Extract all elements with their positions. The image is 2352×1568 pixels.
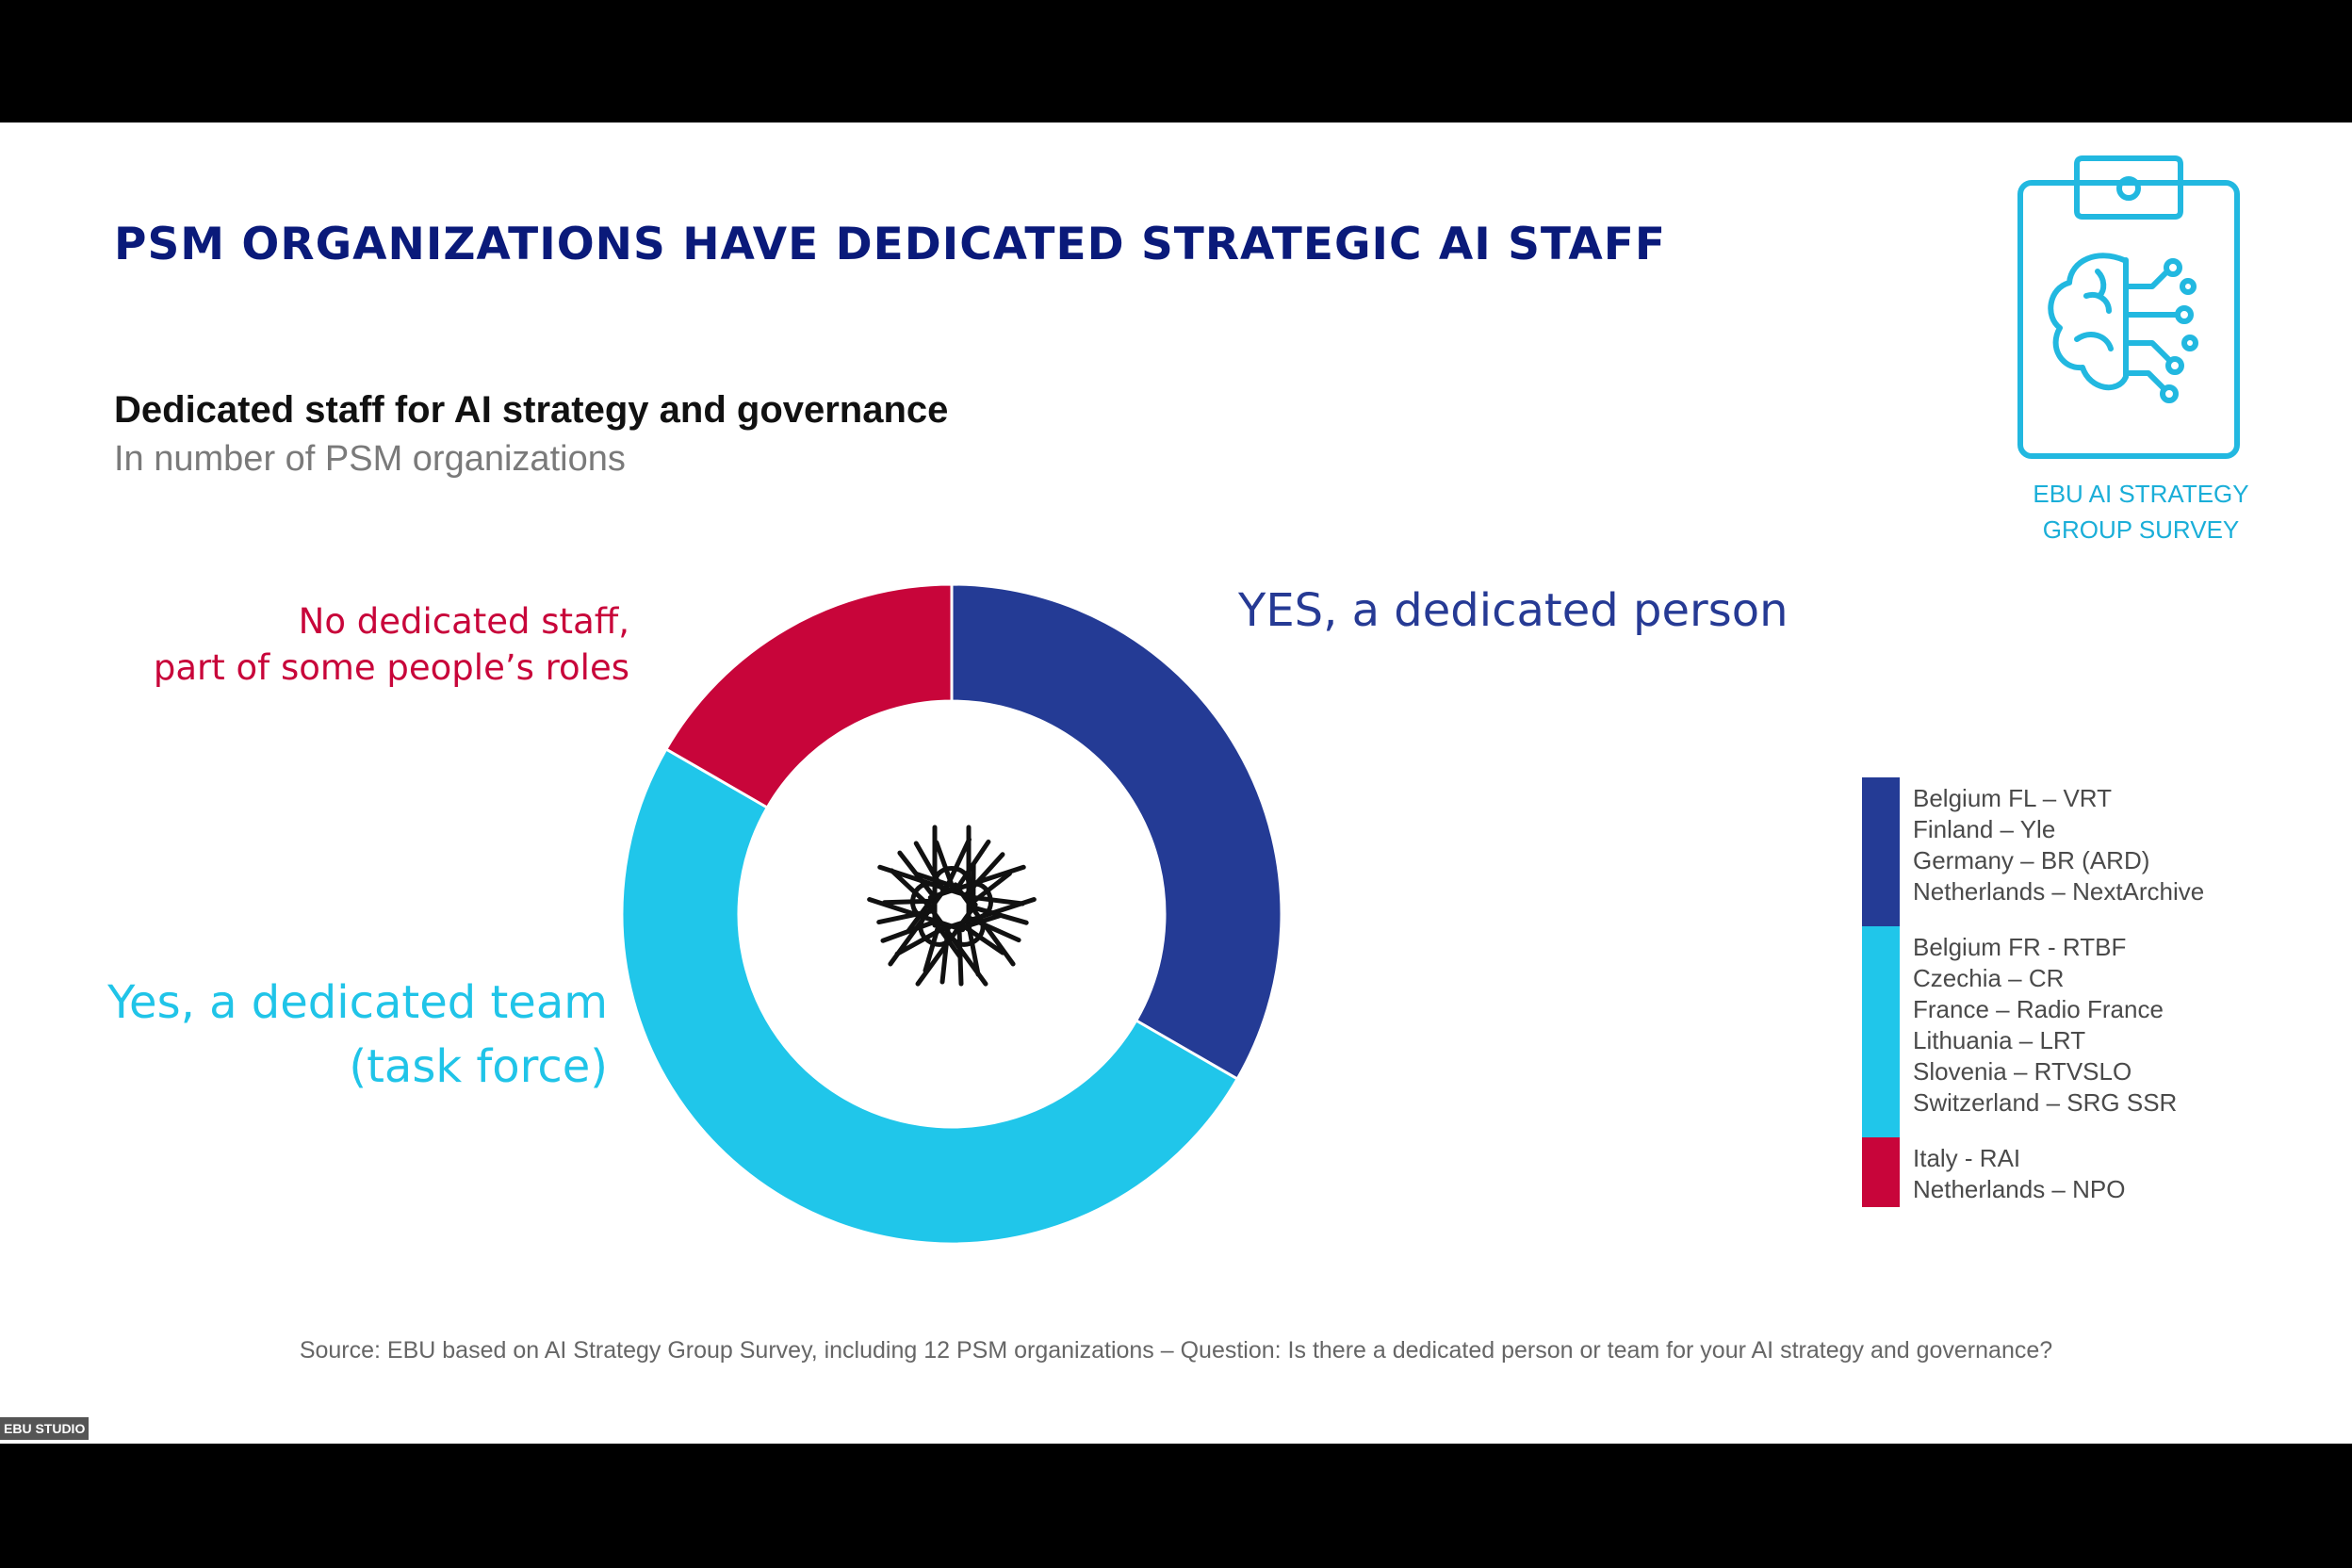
legend-group-1: Belgium FR - RTBF Czechia – CR France – Ra… bbox=[1913, 932, 2177, 1119]
chart-subtitle: In number of PSM organizations bbox=[114, 439, 626, 479]
legend-color-bar-0 bbox=[1862, 777, 1900, 926]
slide: PSM ORGANIZATIONS HAVE DEDICATED STRATEG… bbox=[0, 122, 2352, 1444]
legend-organization: Netherlands – NPO bbox=[1913, 1175, 2126, 1203]
donut-slice-0 bbox=[950, 582, 1283, 1082]
donut-slice-2 bbox=[663, 582, 954, 810]
legend-organization: Italy - RAI bbox=[1913, 1144, 2021, 1172]
studio-watermark: EBU STUDIO bbox=[0, 1417, 90, 1440]
legend-organization: France – Radio France bbox=[1913, 995, 2164, 1023]
segment-label-line: No dedicated staff, bbox=[298, 601, 629, 642]
legend-organization: Slovenia – RTVSLO bbox=[1913, 1057, 2132, 1086]
legend-organization: Lithuania – LRT bbox=[1913, 1026, 2086, 1054]
segment-label-no-dedicated-staff: No dedicated staff, part of some people’… bbox=[113, 598, 629, 691]
donut-slice-1 bbox=[620, 746, 1240, 1246]
legend-group-0: Belgium FL – VRT Finland – Yle Germany – B… bbox=[1913, 783, 2204, 907]
legend-organization: Belgium FR - RTBF bbox=[1913, 933, 2127, 961]
legend-color-bar-1 bbox=[1862, 926, 1900, 1137]
survey-badge-label: EBU AI STRATEGY GROUP SURVEY bbox=[2007, 476, 2275, 547]
segment-label-line: part of some people’s roles bbox=[153, 647, 629, 688]
legend-organization: Germany – BR (ARD) bbox=[1913, 846, 2150, 874]
legend-organization: Finland – Yle bbox=[1913, 815, 2056, 843]
legend-organization: Czechia – CR bbox=[1913, 964, 2065, 992]
source-note: Source: EBU based on AI Strategy Group S… bbox=[299, 1337, 2053, 1364]
legend-organization: Netherlands – NextArchive bbox=[1913, 877, 2205, 906]
segment-label-dedicated-person: YES, a dedicated person bbox=[1238, 584, 1788, 637]
legend-organization: Switzerland – SRG SSR bbox=[1913, 1088, 2178, 1117]
survey-badge-line: EBU AI STRATEGY bbox=[2033, 480, 2249, 508]
segment-label-line: Yes, a dedicated team bbox=[107, 976, 608, 1029]
clipboard-brain-icon bbox=[2017, 155, 2240, 459]
donut-slices bbox=[620, 582, 1283, 1246]
legend-organization: Belgium FL – VRT bbox=[1913, 784, 2112, 812]
legend-color-bar-2 bbox=[1862, 1137, 1900, 1207]
chart-title: Dedicated staff for AI strategy and gove… bbox=[114, 389, 949, 431]
legend-group-2: Italy - RAI Netherlands – NPO bbox=[1913, 1143, 2125, 1205]
slide-title: PSM ORGANIZATIONS HAVE DEDICATED STRATEG… bbox=[114, 219, 1666, 270]
segment-label-dedicated-team: Yes, a dedicated team (task force) bbox=[94, 971, 608, 1099]
joined-hands-icon bbox=[867, 825, 1037, 987]
hand-shape bbox=[867, 864, 1029, 959]
segment-label-line: (task force) bbox=[349, 1040, 608, 1093]
survey-badge-line: GROUP SURVEY bbox=[2042, 515, 2240, 544]
donut-chart bbox=[620, 582, 1283, 1246]
